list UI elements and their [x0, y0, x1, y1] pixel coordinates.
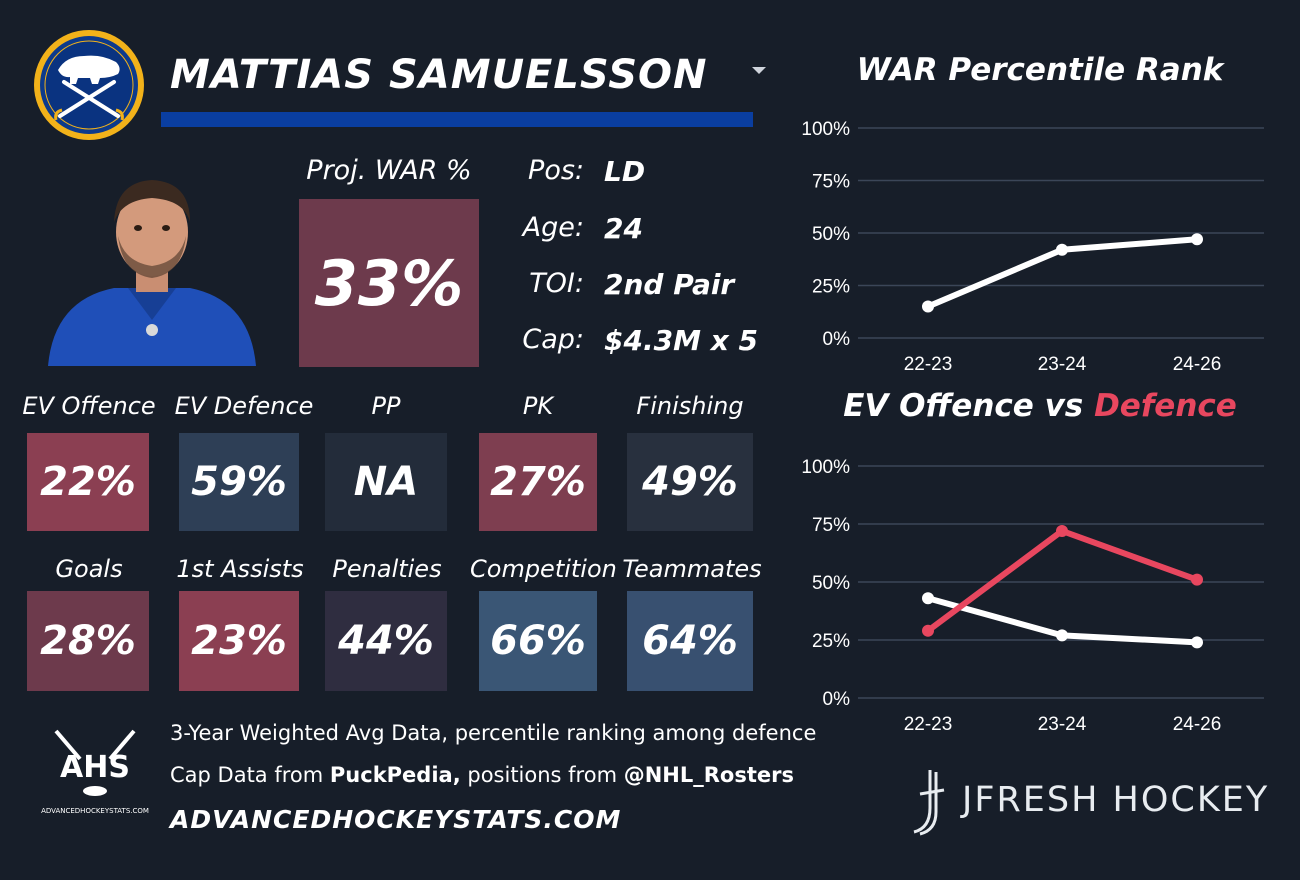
chart2-title: EV Offence vs Defence	[780, 388, 1300, 424]
y-tick-label: 50%	[812, 224, 850, 245]
chevron-down-icon	[752, 67, 766, 74]
x-tick-label: 23-24	[1038, 354, 1087, 375]
y-tick-label: 25%	[812, 277, 850, 298]
toi-label: TOI:	[529, 268, 584, 299]
ahs-logo-icon: AHS ADVANCEDHOCKEYSTATS.COM	[41, 729, 149, 815]
stat-box-competition: 66%	[479, 591, 597, 691]
x-tick-label: 22-23	[904, 714, 953, 735]
ahs-logo-text: AHS	[60, 750, 130, 785]
data-point	[1056, 243, 1068, 256]
player-dropdown[interactable]	[748, 60, 770, 82]
x-tick-label: 24-26	[1173, 354, 1222, 375]
stat-value: 66%	[490, 618, 586, 664]
y-tick-label: 100%	[801, 119, 850, 140]
cap-value: $4.3M x 5	[604, 324, 758, 357]
stat-box-goals: 28%	[27, 591, 149, 691]
stat-label: Teammates	[622, 555, 762, 583]
footer-sources: Cap Data from PuckPedia, positions from …	[170, 763, 794, 787]
stat-box-ev-offence: 22%	[27, 433, 149, 531]
stat-label: PP	[371, 392, 401, 420]
stat-value: 49%	[642, 459, 738, 505]
y-tick-label: 75%	[812, 172, 850, 193]
series-line	[925, 527, 1200, 634]
data-point	[1191, 233, 1203, 246]
stat-label: Competition	[470, 555, 617, 583]
y-tick-label: 50%	[812, 573, 850, 594]
stat-value: 23%	[191, 618, 287, 664]
ev-offence-defence-chart: 100% 75% 50% 25% 0% 22-23 23-24 24-26	[801, 457, 1264, 735]
proj-war-label: Proj. WAR %	[306, 155, 472, 186]
age-label: Age:	[522, 212, 584, 243]
stat-value: NA	[353, 459, 419, 505]
y-tick-label: 0%	[823, 329, 851, 350]
puckpedia-link[interactable]: PuckPedia,	[329, 763, 461, 787]
sabres-logo-icon	[34, 30, 144, 140]
player-name: MATTIAS SAMUELSSON	[170, 52, 708, 98]
stat-label: Finishing	[636, 392, 744, 420]
stat-label: EV Offence	[22, 392, 156, 420]
stat-value: 44%	[338, 618, 434, 664]
war-percentile-chart: 100% 75% 50% 25% 0% 22-23 23-24 24-26	[801, 119, 1264, 375]
stat-box-teammates: 64%	[627, 591, 753, 691]
jfresh-logo-icon	[913, 770, 945, 836]
stat-value: 27%	[490, 459, 586, 505]
age-value: 24	[604, 212, 643, 245]
y-tick-label: 100%	[801, 457, 850, 478]
stat-label: Penalties	[332, 555, 442, 583]
chart2-title-part1: EV Offence vs	[843, 388, 1095, 424]
nhl-rosters-link[interactable]: @NHL_Rosters	[623, 763, 794, 787]
ahs-logo-subtext: ADVANCEDHOCKEYSTATS.COM	[41, 807, 149, 815]
footer-sources-prefix: Cap Data from	[170, 763, 330, 787]
stat-value: 64%	[642, 618, 738, 664]
data-point	[922, 592, 934, 605]
name-underline	[161, 112, 753, 127]
y-tick-label: 0%	[823, 689, 851, 710]
stat-box-pp: NA	[325, 433, 447, 531]
stat-box-finishing: 49%	[627, 433, 753, 531]
brand-name: JFRESH HOCKEY	[962, 780, 1270, 820]
footer-sources-mid: positions from	[460, 763, 624, 787]
data-point	[1056, 629, 1068, 642]
cap-label: Cap:	[522, 324, 584, 355]
player-name-field[interactable]: MATTIAS SAMUELSSON	[170, 40, 740, 110]
y-tick-label: 25%	[812, 631, 850, 652]
stat-label: Goals	[55, 555, 123, 583]
stat-value: 22%	[40, 459, 136, 505]
stat-value: 59%	[191, 459, 287, 505]
stat-box-ev-defence: 59%	[179, 433, 299, 531]
y-tick-label: 75%	[812, 515, 850, 536]
chart2-title-part2: Defence	[1094, 388, 1237, 424]
data-point	[1056, 524, 1068, 537]
data-point	[922, 300, 934, 313]
x-tick-label: 23-24	[1038, 714, 1087, 735]
stat-box-pk: 27%	[479, 433, 597, 531]
footer-note: 3-Year Weighted Avg Data, percentile ran…	[170, 721, 817, 745]
data-point	[1191, 573, 1203, 586]
site-link[interactable]: ADVANCEDHOCKEYSTATS.COM	[170, 805, 622, 834]
x-tick-label: 24-26	[1173, 714, 1222, 735]
player-photo	[44, 170, 260, 366]
chart1-title: WAR Percentile Rank	[856, 52, 1224, 88]
stat-label: PK	[522, 392, 554, 420]
proj-war-box: 33%	[299, 199, 479, 367]
pos-label: Pos:	[528, 155, 584, 186]
stat-box-1st-assists: 23%	[179, 591, 299, 691]
stat-label: EV Defence	[174, 392, 314, 420]
stat-label: 1st Assists	[176, 555, 304, 583]
stat-box-penalties: 44%	[325, 591, 447, 691]
data-point	[922, 624, 934, 637]
stat-value: 28%	[40, 618, 136, 664]
data-point	[1191, 636, 1203, 649]
proj-war-value: 33%	[314, 246, 464, 320]
pos-value: LD	[604, 155, 646, 188]
x-tick-label: 22-23	[904, 354, 953, 375]
toi-value: 2nd Pair	[604, 268, 735, 301]
